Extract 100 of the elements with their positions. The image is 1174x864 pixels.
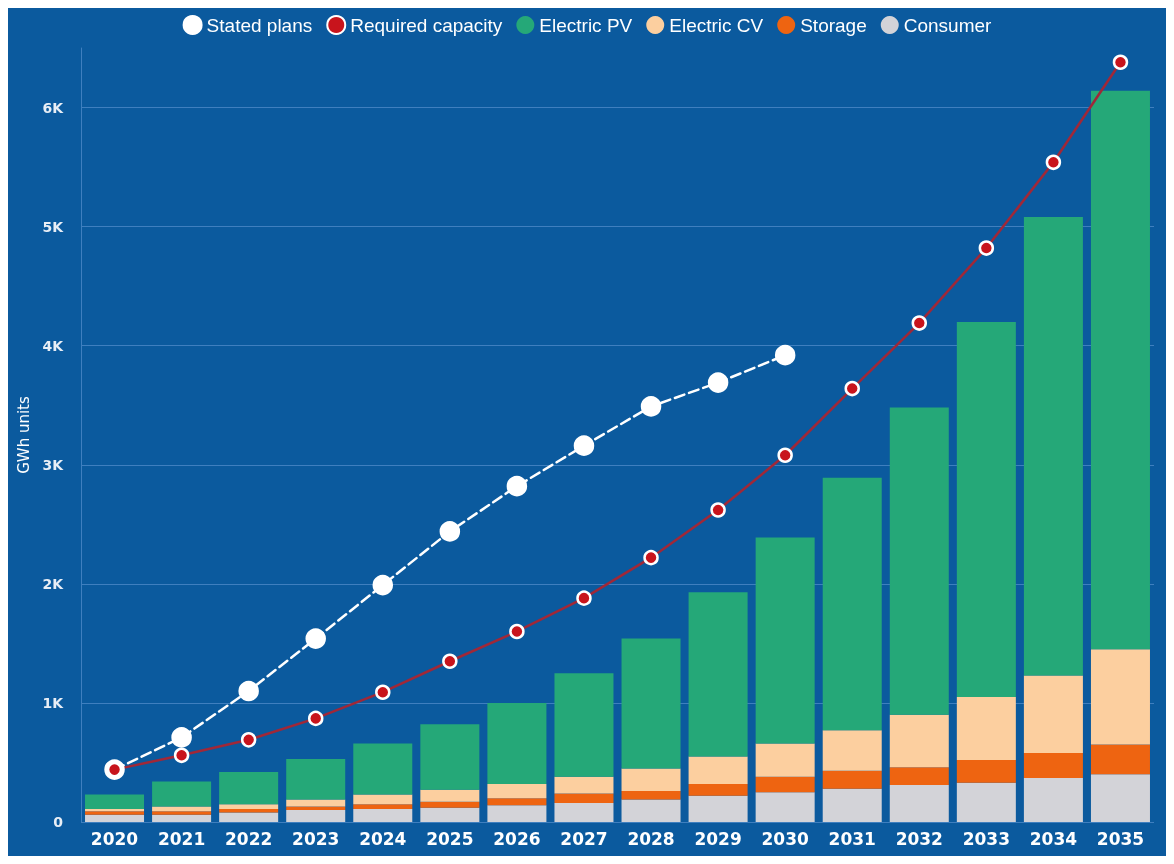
bar [889,785,949,822]
x-tick-label: 2028 [627,828,675,849]
point [173,747,190,764]
x-tick-label: 2032 [895,828,943,849]
bar [956,782,1016,822]
bar [420,801,480,808]
bar [1023,675,1083,753]
bar [286,758,346,800]
x-tick-label: 2024 [359,828,407,849]
bar [755,792,815,822]
x-tick-label: 2033 [962,828,1011,849]
x-tick-label: 2029 [694,828,742,849]
y-axis-title: GWh units [14,396,33,474]
point [305,628,326,649]
bar [1023,777,1083,822]
bar [420,789,480,802]
bar [1090,90,1150,650]
bar [621,768,681,792]
point [442,653,458,669]
bar [420,724,480,790]
bar [1090,774,1150,822]
legend-label: Electric CV [669,14,764,36]
bar [956,321,1016,697]
bar [822,730,882,771]
bar [822,770,882,789]
y-tick-label: 1K [42,694,65,711]
x-tick-label: 2022 [224,828,273,849]
bar [621,638,681,769]
bar [353,808,413,822]
y-tick-label: 3K [42,456,65,473]
point [439,521,461,542]
y-tick-label: 6K [42,99,65,116]
x-tick-label: 2027 [560,828,608,849]
point [710,502,726,518]
x-tick-label: 2025 [426,828,474,849]
bar [286,810,346,822]
bar [152,781,212,807]
bar [755,743,815,777]
y-tick-label: 5K [42,218,65,235]
x-tick-label: 2031 [828,828,876,849]
point [238,680,259,702]
bar [621,799,681,822]
point [777,447,793,463]
point [640,396,662,417]
x-tick-label: 2021 [157,828,206,849]
bar [152,811,212,815]
point [911,315,928,331]
bar [755,776,815,793]
bar [889,714,949,768]
bar [487,783,547,799]
y-tick-label: 2K [42,575,65,592]
bar [487,798,547,806]
bar [822,477,882,731]
point [1045,154,1062,171]
point [774,344,796,366]
x-tick-label: 2035 [1096,828,1145,849]
point [1112,54,1129,71]
bar [688,795,748,822]
bar [822,788,882,822]
bar [85,794,145,809]
bar [956,760,1016,783]
bar [554,673,614,777]
bar [1090,744,1150,775]
x-tick-label: 2023 [292,828,340,849]
bar [353,794,413,805]
bar [1090,649,1150,745]
point [707,372,729,393]
bar [353,804,413,809]
bar [688,756,748,784]
bar [554,793,614,803]
y-tick-label: 0 [53,814,64,830]
bar [889,767,949,786]
legend-label: Electric PV [539,14,633,36]
bar [688,783,748,796]
point [844,380,860,397]
y-tick-label: 4K [42,337,65,354]
x-tick-label: 2034 [1029,828,1078,849]
point [375,684,391,700]
point [240,732,257,748]
bar [1023,217,1083,676]
bar [755,537,815,744]
point [576,590,592,606]
point [307,710,324,727]
legend-label: Required capacity [350,14,503,36]
point [509,623,525,640]
x-tick-label: 2026 [493,828,541,849]
bar [1023,752,1083,778]
x-tick-label: 2020 [90,828,139,849]
bar [420,807,480,822]
point [171,727,192,748]
legend-label: Stated plans [206,14,313,36]
bar [286,799,346,807]
bar [688,592,748,757]
bar [956,696,1016,761]
bar [889,407,949,715]
x-tick-label: 2030 [761,828,809,849]
bar [487,702,547,784]
point [506,475,528,497]
legend-label: Storage [800,14,867,36]
bar [219,812,279,822]
